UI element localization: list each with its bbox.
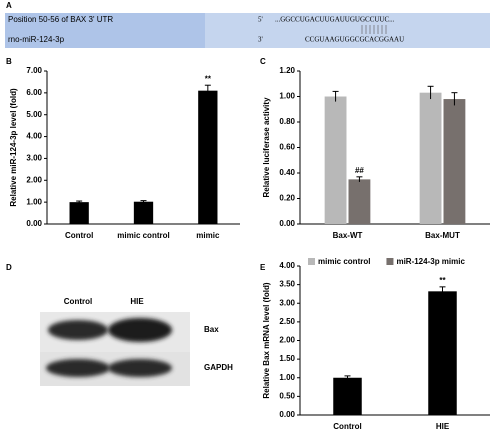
x-tick-label: mimic control xyxy=(117,231,169,240)
bar xyxy=(348,179,371,224)
y-tick-label: 0.50 xyxy=(279,391,295,400)
annotation: ## xyxy=(355,166,364,175)
y-tick-label: 7.00 xyxy=(26,66,42,75)
y-axis-label: Relative miR-124-3p level (fold) xyxy=(9,88,18,207)
panel-letter: E xyxy=(260,263,266,272)
y-tick-label: 4.00 xyxy=(26,132,42,141)
x-tick-label: Bax-MUT xyxy=(425,231,460,240)
sequence: ...GGCCUGACUUGAUUGUGCCUUC... xyxy=(275,16,395,24)
blot-band xyxy=(108,359,172,377)
annotation: ** xyxy=(439,276,446,285)
bar xyxy=(428,291,457,415)
bar xyxy=(198,90,218,225)
panel-letter: A xyxy=(6,1,12,10)
legend-label: miR-124-3p mimic xyxy=(396,257,465,266)
bar xyxy=(333,377,362,415)
sequence-label: Position 50-56 of BAX 3' UTR xyxy=(8,15,113,24)
y-tick-label: 3.00 xyxy=(279,298,295,307)
panel-letter: B xyxy=(6,57,12,66)
panel-letter: D xyxy=(6,263,12,272)
y-tick-label: 0.00 xyxy=(279,219,295,228)
bar xyxy=(443,99,466,224)
y-tick-label: 0.60 xyxy=(279,143,295,152)
panel-letter: C xyxy=(260,57,266,66)
y-tick-label: 1.00 xyxy=(26,197,42,206)
x-tick-label: Bax-WT xyxy=(333,231,363,240)
prime-label: 3' xyxy=(258,36,263,44)
lane-label: HIE xyxy=(130,297,144,306)
y-tick-label: 3.00 xyxy=(26,154,42,163)
bar xyxy=(324,96,347,224)
sequence-label-box xyxy=(5,13,205,48)
y-tick-label: 0.00 xyxy=(26,219,42,228)
annotation: ** xyxy=(205,74,212,83)
y-tick-label: 0.40 xyxy=(279,168,295,177)
y-tick-label: 0.20 xyxy=(279,194,295,203)
sequence-label: rno-miR-124-3p xyxy=(8,35,65,44)
y-tick-label: 1.00 xyxy=(279,373,295,382)
blot-band xyxy=(46,359,110,377)
blot-band xyxy=(48,320,108,340)
x-tick-label: Control xyxy=(65,231,93,240)
y-tick-label: 1.00 xyxy=(279,92,295,101)
x-tick-label: mimic xyxy=(196,231,220,240)
x-tick-label: HIE xyxy=(436,422,450,431)
legend-swatch xyxy=(386,258,394,265)
bar xyxy=(419,92,442,224)
legend-swatch xyxy=(308,258,315,265)
y-tick-label: 5.00 xyxy=(26,110,42,119)
legend-label: mimic control xyxy=(318,257,370,266)
sequence: CCGUAAGUGGCGCACGGAAU xyxy=(305,36,404,44)
y-tick-label: 2.50 xyxy=(279,317,295,326)
y-tick-label: 3.50 xyxy=(279,280,295,289)
bar xyxy=(69,202,89,224)
y-tick-label: 4.00 xyxy=(279,261,295,270)
band-label: GAPDH xyxy=(204,363,233,372)
y-tick-label: 6.00 xyxy=(26,88,42,97)
y-axis-label: Relative Bax mRNA level (fold) xyxy=(262,282,271,399)
y-tick-label: 0.80 xyxy=(279,117,295,126)
prime-label: 5' xyxy=(258,16,263,24)
band-label: Bax xyxy=(204,325,219,334)
blot-band xyxy=(108,318,172,342)
bar xyxy=(133,201,154,224)
y-tick-label: 2.00 xyxy=(26,175,42,184)
y-tick-label: 1.50 xyxy=(279,354,295,363)
y-axis-label: Relative luciferase activity xyxy=(262,97,271,198)
pairing-lines xyxy=(361,25,387,34)
y-tick-label: 1.20 xyxy=(279,66,295,75)
lane-label: Control xyxy=(64,297,92,306)
y-tick-label: 2.00 xyxy=(279,336,295,345)
y-tick-label: 0.00 xyxy=(279,410,295,419)
x-tick-label: Control xyxy=(333,422,361,431)
